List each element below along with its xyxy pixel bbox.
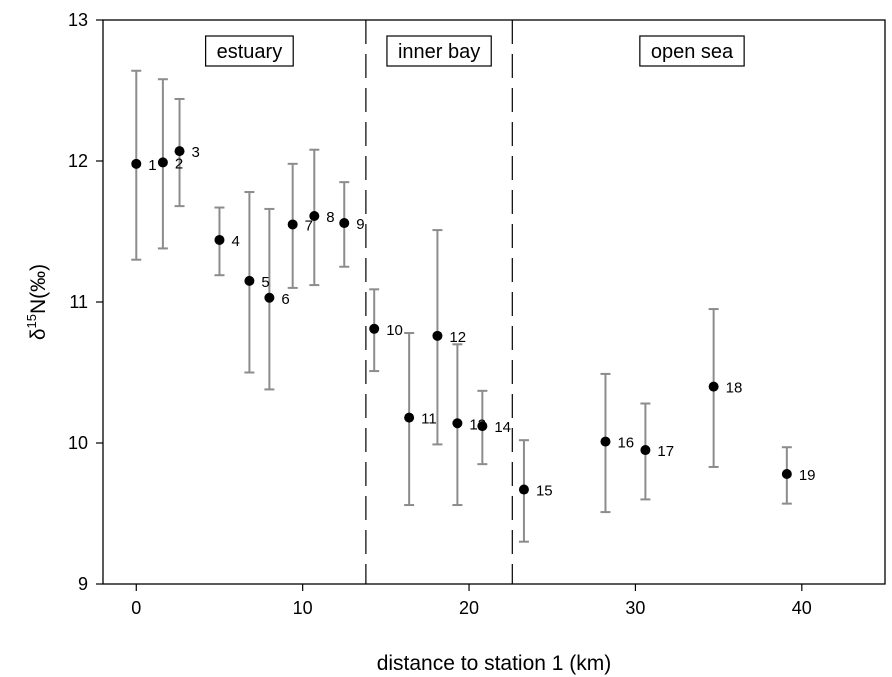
region-label: inner bay xyxy=(398,41,480,63)
data-point xyxy=(477,421,488,432)
data-point xyxy=(452,418,463,429)
data-point xyxy=(781,469,792,480)
data-point xyxy=(600,436,611,447)
data-point xyxy=(640,445,651,456)
data-point-label: 6 xyxy=(281,291,289,308)
data-point xyxy=(339,218,350,229)
data-point-label: 4 xyxy=(231,233,239,250)
data-point xyxy=(708,381,719,392)
data-point-label: 16 xyxy=(617,435,634,452)
data-point xyxy=(244,275,255,286)
data-point-label: 9 xyxy=(356,216,364,233)
data-point-label: 2 xyxy=(175,155,183,172)
x-tick-label: 10 xyxy=(293,598,313,618)
data-point xyxy=(131,158,142,169)
y-tick-label: 11 xyxy=(69,292,88,312)
error-bar-layer xyxy=(131,69,792,543)
region-label: open sea xyxy=(651,41,734,63)
data-point xyxy=(157,157,168,168)
region-label-frame xyxy=(205,35,294,67)
region-label-box: open sea xyxy=(639,35,745,67)
data-point-label: 17 xyxy=(657,443,674,460)
data-point xyxy=(174,146,185,157)
y-axis-title: δ15N(‰) xyxy=(24,264,50,340)
x-axis-title: distance to station 1 (km) xyxy=(377,652,612,675)
data-point-label: 12 xyxy=(449,329,466,346)
region-label-box: inner bay xyxy=(386,35,492,67)
data-point xyxy=(264,292,275,303)
x-tick-label: 0 xyxy=(131,598,141,618)
data-point-label: 7 xyxy=(305,217,313,234)
data-point-label: 11 xyxy=(421,411,437,428)
data-point-label: 3 xyxy=(192,144,200,161)
y-axis-title-delta: δ xyxy=(27,328,50,340)
y-tick-label: 12 xyxy=(68,151,88,171)
data-point-label: 8 xyxy=(326,209,334,226)
y-axis-title-superscript: 15 xyxy=(24,314,39,328)
x-tick-label: 20 xyxy=(459,598,479,618)
x-axis: 0 10 20 30 40 xyxy=(131,584,812,618)
y-tick-label: 9 xyxy=(78,574,88,594)
data-point-label: 14 xyxy=(494,419,511,436)
data-point-label: 10 xyxy=(386,322,403,339)
region-layer: estuary inner bay open sea xyxy=(205,20,745,584)
x-tick-label: 30 xyxy=(625,598,645,618)
data-point xyxy=(518,484,529,495)
region-label-frame xyxy=(639,35,745,67)
data-point-label: 15 xyxy=(536,483,553,500)
data-point xyxy=(309,210,320,221)
x-tick-label: 40 xyxy=(792,598,812,618)
data-point-layer: 12345678910111213141516171819 xyxy=(131,144,816,500)
data-point xyxy=(369,323,380,334)
region-label-box: estuary xyxy=(205,35,294,67)
data-point xyxy=(287,219,298,230)
data-point xyxy=(404,412,415,423)
data-point xyxy=(214,234,225,245)
y-axis: 9 10 11 12 13 xyxy=(68,10,103,594)
plot-frame xyxy=(102,19,886,585)
y-axis-title-rest: N(‰) xyxy=(27,264,50,314)
data-point-label: 1 xyxy=(148,157,156,174)
data-point-label: 18 xyxy=(726,380,743,397)
data-point-label: 5 xyxy=(261,274,269,291)
y-tick-label: 13 xyxy=(68,10,88,30)
region-label-frame xyxy=(386,35,492,67)
data-point xyxy=(432,330,443,341)
data-point-label: 19 xyxy=(799,467,816,484)
region-label: estuary xyxy=(217,41,283,63)
y-tick-label: 10 xyxy=(68,433,88,453)
